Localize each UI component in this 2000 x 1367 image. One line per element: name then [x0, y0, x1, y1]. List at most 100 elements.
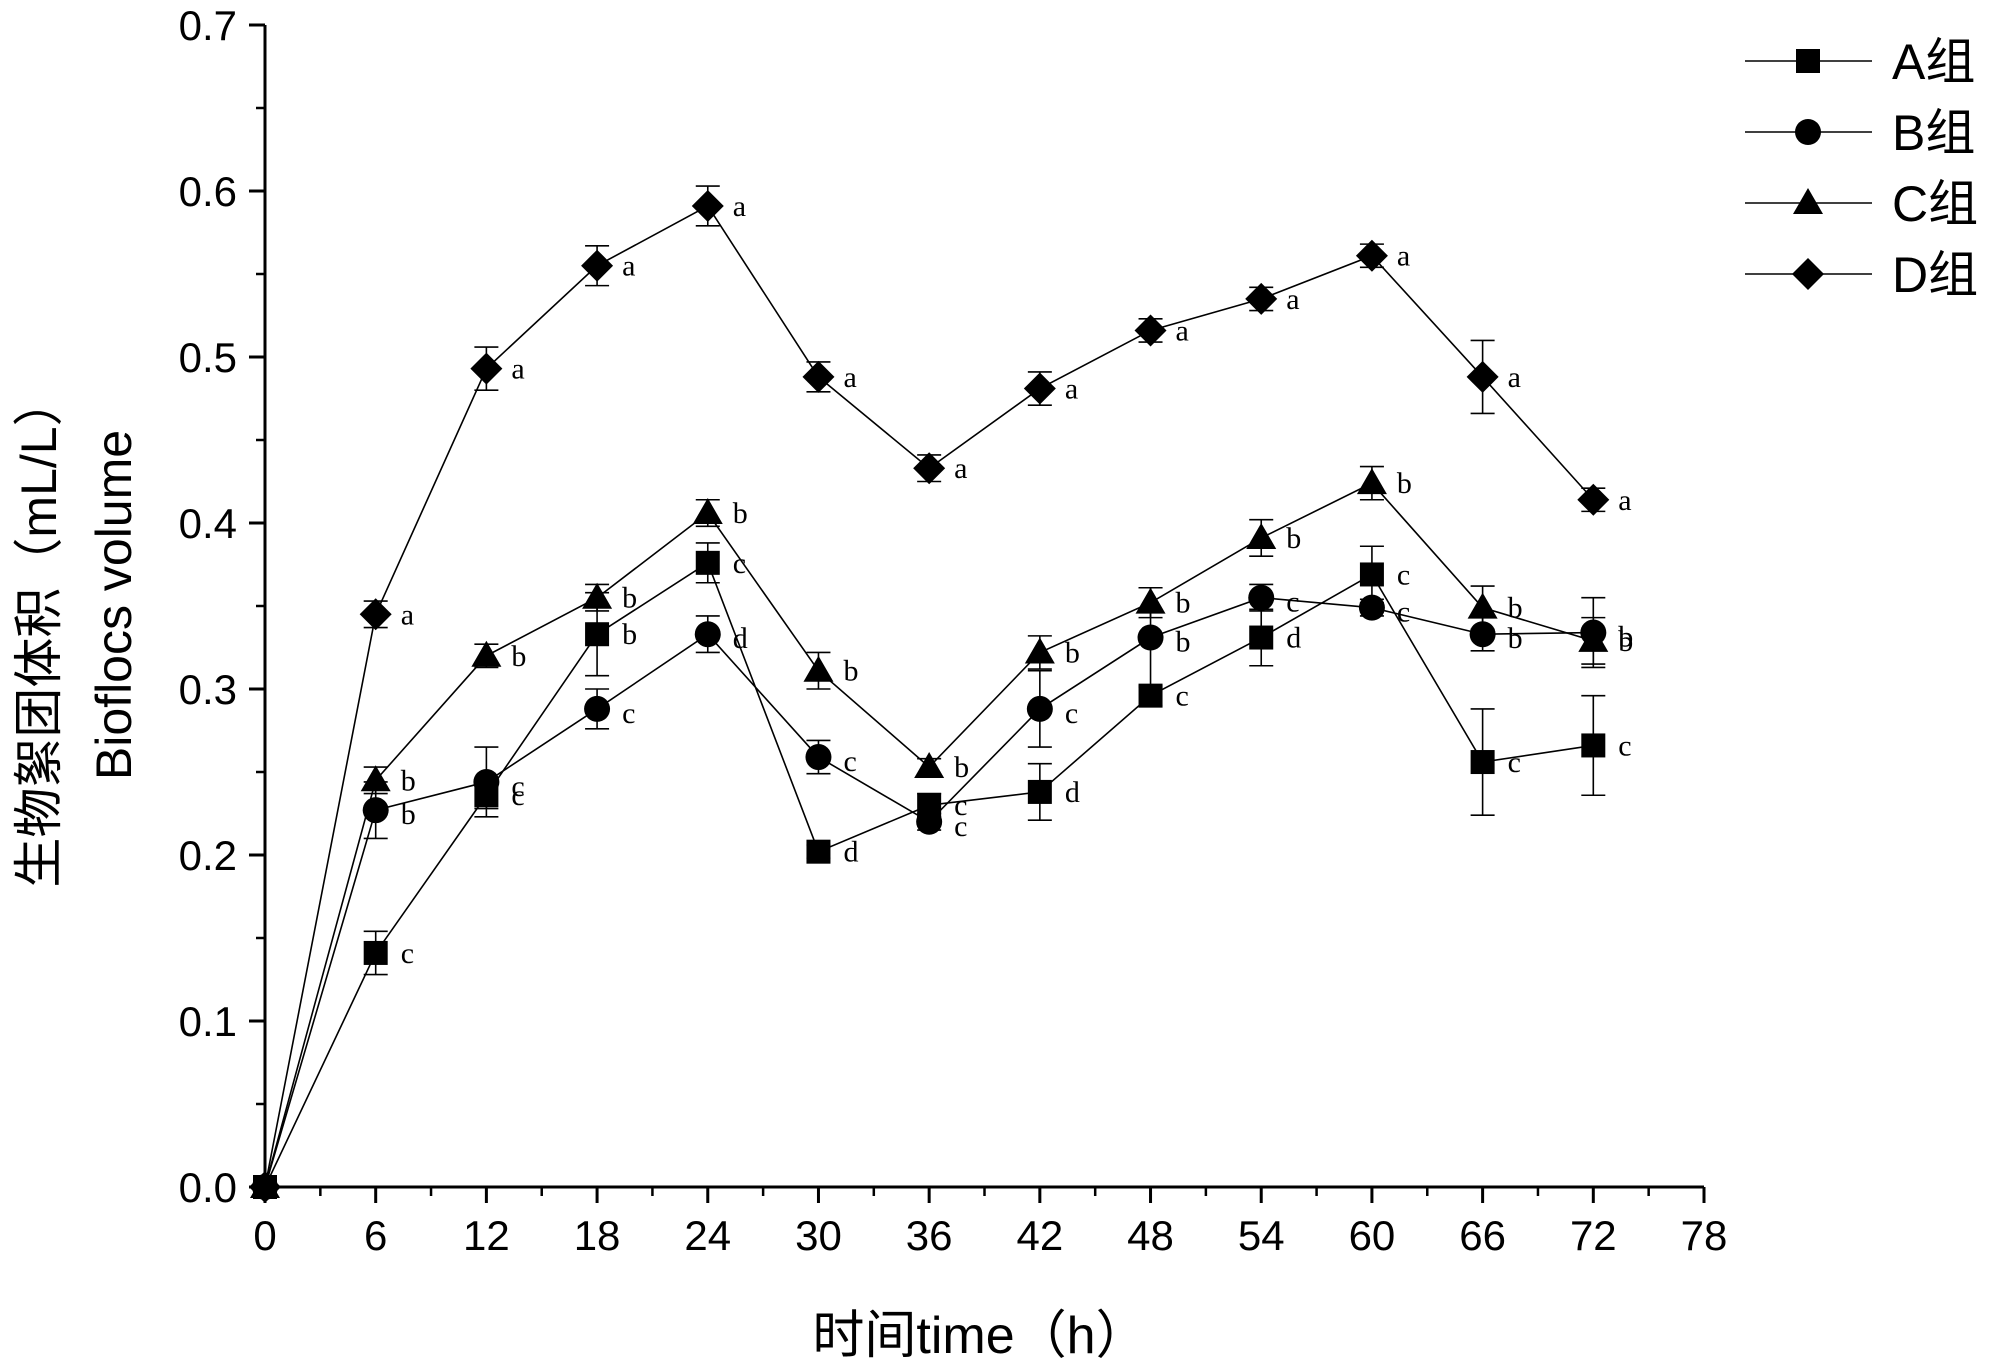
significance-label: c [1176, 680, 1189, 713]
significance-label: c [1397, 558, 1410, 591]
series-line [264, 204, 1594, 1188]
data-point [691, 189, 724, 222]
data-point [363, 940, 388, 965]
x-tick-label: 0 [253, 1212, 276, 1259]
significance-label: b [1176, 626, 1191, 659]
data-point [1248, 584, 1275, 611]
significance-label: b [843, 655, 858, 688]
significance-label: a [1176, 314, 1189, 347]
significance-label: c [1397, 596, 1410, 629]
legend-item: C组 [1745, 176, 1978, 232]
legend-item: A组 [1745, 34, 1975, 90]
data-point [1246, 522, 1277, 549]
x-tick-label: 18 [574, 1212, 621, 1259]
data-point [692, 498, 723, 525]
data-point [471, 640, 502, 667]
series-line [264, 596, 1594, 1188]
data-point [806, 839, 831, 864]
axes: 0 6 12 18 24 30 36 42 48 54 60 66 72 78 0.0 0.1 0.2 0.3 0.… [179, 2, 1728, 1259]
significance-label: c [622, 697, 635, 730]
y-tick-label: 0.0 [179, 1164, 237, 1211]
x-tick-label: 42 [1016, 1212, 1063, 1259]
data-point [1467, 592, 1498, 619]
data-point [1577, 483, 1610, 516]
series-line [264, 561, 1594, 1188]
significance-label: b [1618, 625, 1633, 658]
data-point [473, 768, 500, 795]
significance-label: c [1065, 697, 1078, 730]
significance-label: b [1618, 621, 1633, 654]
significance-label: c [1286, 586, 1299, 619]
x-tick-label: 24 [684, 1212, 731, 1259]
data-point [1578, 625, 1609, 652]
legend-label: B组 [1892, 105, 1975, 161]
significance-label: c [733, 547, 746, 580]
data-point [582, 582, 613, 609]
significance-label: b [954, 751, 969, 784]
data-point [1359, 562, 1384, 587]
x-tick-label: 66 [1459, 1212, 1506, 1259]
x-tick-label: 72 [1570, 1212, 1617, 1259]
data-point [802, 360, 835, 393]
significance-label: b [1397, 467, 1412, 500]
x-tick-label: 30 [795, 1212, 842, 1259]
significance-label: a [1065, 373, 1078, 406]
significance-label: b [733, 497, 748, 530]
data-point [1356, 468, 1387, 495]
x-tick-label: 60 [1349, 1212, 1396, 1259]
data-point [362, 797, 389, 824]
significance-label: d [1286, 622, 1301, 655]
data-point [581, 249, 614, 282]
significance-label: a [1508, 361, 1521, 394]
significance-label: b [1508, 622, 1523, 655]
data-point [1470, 750, 1495, 775]
significance-label: c [1618, 729, 1631, 762]
y-tick-label: 0.7 [179, 2, 237, 49]
legend-marker [1796, 49, 1820, 73]
data-point [913, 452, 946, 485]
significance-label: c [1508, 746, 1521, 779]
legend-item: B组 [1745, 105, 1975, 161]
significance-label: b [511, 640, 526, 673]
y-axis-label-cn: 生物絮团体积（mL/L） [11, 376, 67, 887]
data-point [1245, 282, 1278, 315]
data-point [470, 352, 503, 385]
significance-label: b [401, 798, 416, 831]
y-tick-label: 0.3 [179, 666, 237, 713]
data-point [803, 655, 834, 682]
y-axis-label-en: Bioflocs volume [86, 430, 142, 780]
x-tick-label: 36 [906, 1212, 953, 1259]
significance-label: d [843, 836, 858, 869]
data-point [695, 550, 720, 575]
legend-marker [1792, 258, 1824, 290]
y-tick-label: 0.4 [179, 500, 237, 547]
y-tick-label: 0.5 [179, 334, 237, 381]
data-point [1466, 360, 1499, 393]
significance-label: d [733, 622, 748, 655]
legend-label: C组 [1892, 176, 1978, 232]
significance-label: a [511, 353, 524, 386]
legend-item: D组 [1745, 247, 1978, 303]
data-point [1023, 372, 1056, 405]
data-point [359, 598, 392, 631]
x-axis-label: 时间time（h） [812, 1307, 1147, 1365]
significance-label: c [511, 770, 524, 803]
significance-label: b [401, 764, 416, 797]
data-point [1355, 239, 1388, 272]
significance-label: a [622, 250, 635, 283]
data-point [1027, 779, 1052, 804]
x-tick-label: 48 [1127, 1212, 1174, 1259]
significance-label: b [1065, 636, 1080, 669]
x-tick-label: 78 [1681, 1212, 1728, 1259]
significance-label: a [1618, 484, 1631, 517]
significance-label: c [954, 789, 967, 822]
significance-label: b [1286, 522, 1301, 555]
significance-label: a [954, 452, 967, 485]
significance-label: b [622, 618, 637, 651]
significance-label: a [1397, 240, 1410, 273]
significance-label: d [1065, 776, 1080, 809]
